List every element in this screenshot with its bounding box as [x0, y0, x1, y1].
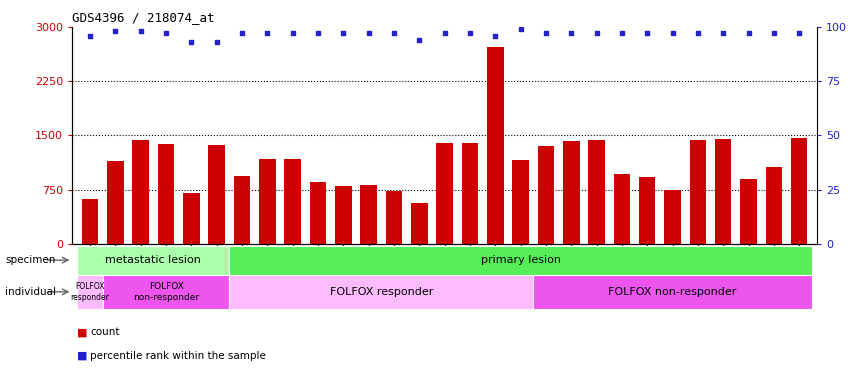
Bar — [310, 182, 326, 244]
Point — [185, 39, 198, 45]
Text: FOLFOX
non-responder: FOLFOX non-responder — [133, 282, 199, 301]
Point — [134, 28, 147, 34]
Point — [717, 30, 730, 36]
Bar — [715, 139, 732, 244]
Bar — [157, 144, 174, 244]
Point — [488, 33, 502, 39]
Point — [159, 30, 173, 36]
Bar — [614, 174, 631, 244]
Text: metastatic lesion: metastatic lesion — [106, 255, 202, 265]
Bar — [437, 143, 453, 244]
Point — [665, 30, 679, 36]
Text: count: count — [90, 327, 120, 337]
Bar — [183, 193, 200, 244]
Bar — [791, 137, 808, 244]
Bar — [689, 140, 706, 244]
Bar — [230, 275, 534, 309]
Bar — [740, 179, 757, 244]
Text: GDS4396 / 218074_at: GDS4396 / 218074_at — [72, 11, 214, 24]
Point — [362, 30, 375, 36]
Bar — [77, 275, 103, 309]
Bar — [665, 190, 681, 244]
Text: FOLFOX
responder: FOLFOX responder — [71, 282, 110, 301]
Point — [463, 30, 477, 36]
Bar — [133, 141, 149, 244]
Bar — [766, 167, 782, 244]
Bar — [77, 246, 230, 275]
Point — [336, 30, 350, 36]
Point — [83, 33, 97, 39]
Bar — [361, 185, 377, 244]
Text: percentile rank within the sample: percentile rank within the sample — [90, 351, 266, 361]
Point — [260, 30, 274, 36]
Point — [691, 30, 705, 36]
Point — [514, 26, 528, 32]
Bar — [538, 146, 554, 244]
Bar — [386, 191, 403, 244]
Point — [590, 30, 603, 36]
Bar — [512, 160, 528, 244]
Bar — [639, 177, 655, 244]
Bar — [208, 146, 225, 244]
Point — [210, 39, 224, 45]
Bar — [563, 141, 580, 244]
Point — [540, 30, 553, 36]
Text: primary lesion: primary lesion — [481, 255, 561, 265]
Bar — [103, 275, 230, 309]
Point — [615, 30, 629, 36]
Bar — [411, 203, 427, 244]
Point — [286, 30, 300, 36]
Point — [792, 30, 806, 36]
Bar — [107, 161, 123, 244]
Point — [641, 30, 654, 36]
Point — [235, 30, 248, 36]
Point — [564, 30, 578, 36]
Point — [742, 30, 756, 36]
Bar — [335, 186, 351, 244]
Point — [437, 30, 451, 36]
Bar — [230, 246, 812, 275]
Text: individual: individual — [5, 287, 56, 297]
Bar — [234, 176, 250, 244]
Bar — [82, 199, 99, 244]
Bar — [259, 159, 276, 244]
Point — [387, 30, 401, 36]
Text: FOLFOX responder: FOLFOX responder — [329, 287, 433, 297]
Bar — [534, 275, 812, 309]
Text: FOLFOX non-responder: FOLFOX non-responder — [608, 287, 737, 297]
Bar — [462, 143, 478, 244]
Text: specimen: specimen — [5, 255, 55, 265]
Point — [413, 37, 426, 43]
Bar — [588, 141, 605, 244]
Text: ■: ■ — [77, 327, 87, 337]
Point — [109, 28, 123, 34]
Point — [311, 30, 325, 36]
Point — [767, 30, 780, 36]
Bar — [487, 47, 504, 244]
Text: ■: ■ — [77, 351, 87, 361]
Bar — [284, 159, 301, 244]
